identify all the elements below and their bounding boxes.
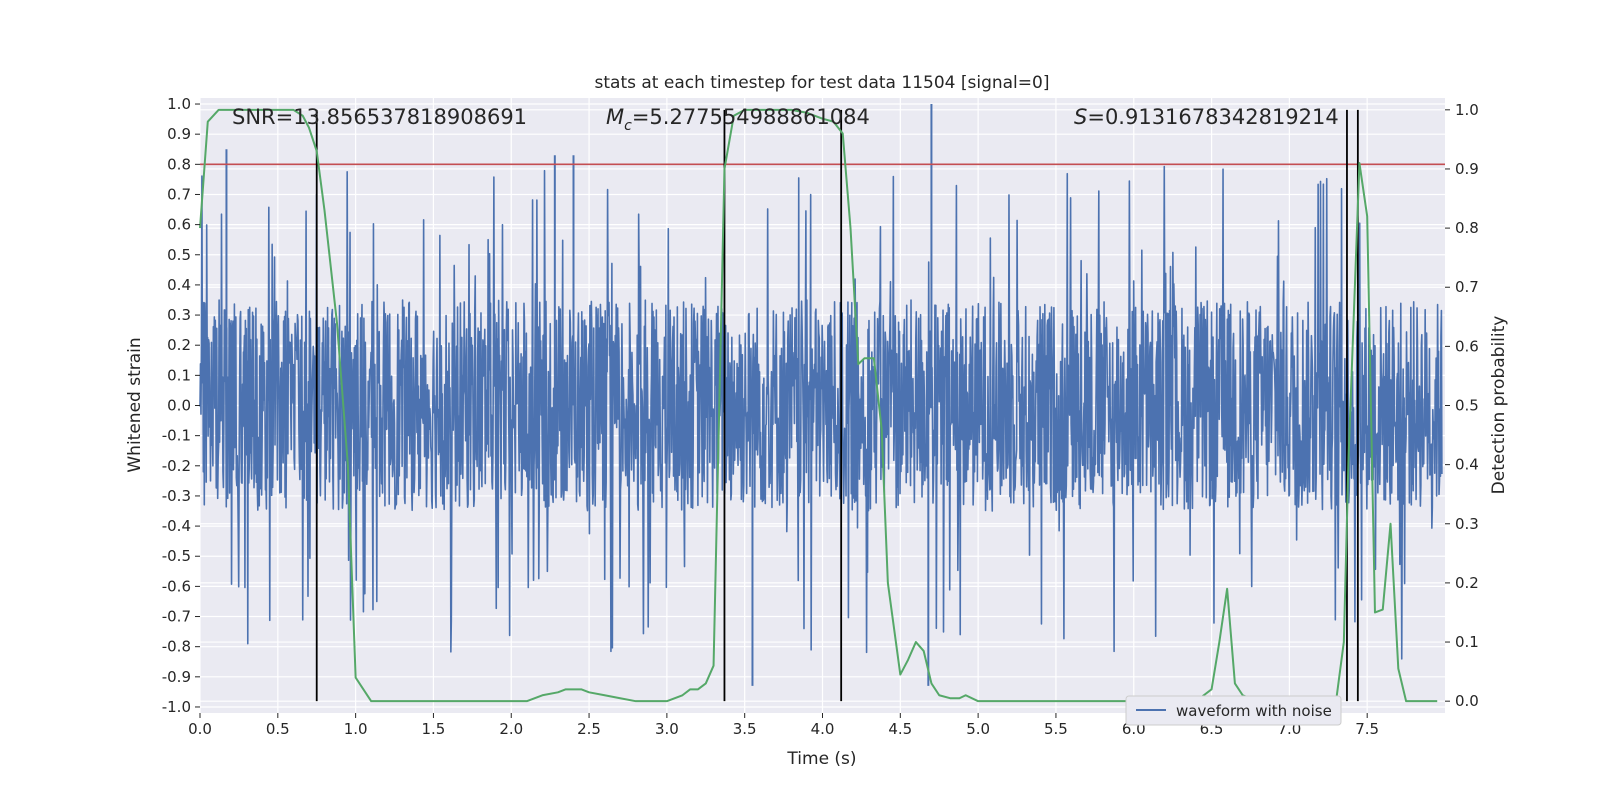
y-tick-label: -0.7: [162, 608, 191, 626]
y-tick-label: -0.4: [162, 517, 191, 535]
y2-tick-label: 0.5: [1455, 397, 1479, 415]
mc-subscript: c: [624, 118, 632, 134]
y2-tick-label: 0.9: [1455, 160, 1479, 178]
y-tick-label: 0.7: [167, 185, 191, 203]
tick-labels: 0.0 0.5 1.0 1.5 2.0 2.5 3.0 3.5 4.0 4.5 5.0 5.5 6.0 6…: [162, 95, 1479, 738]
y-tick-label: 0.9: [167, 125, 191, 143]
x-tick-label: 1.0: [344, 720, 368, 738]
x-tick-label: 2.0: [499, 720, 523, 738]
y-tick-label: -0.1: [162, 427, 191, 445]
x-tick-label: 7.5: [1355, 720, 1379, 738]
x-tick-label: 2.5: [577, 720, 601, 738]
x-tick-label: 0.5: [266, 720, 290, 738]
y-tick-label: 0.1: [167, 366, 191, 384]
legend: waveform with noise: [1125, 695, 1342, 726]
y-tick-label: -0.3: [162, 487, 191, 505]
x-tick-label: 5.0: [966, 720, 990, 738]
y-tick-label: -1.0: [162, 698, 191, 716]
waveform-with-noise-series: [199, 104, 1443, 686]
snr-annotation: SNR=13.856537818908691: [232, 105, 527, 129]
chart-title: stats at each timestep for test data 115…: [595, 73, 1050, 93]
legend-box: [1125, 695, 1342, 726]
x-tick-label: 5.5: [1044, 720, 1068, 738]
s-value: =0.9131678342819214: [1087, 105, 1338, 129]
x-tick-label: 4.0: [811, 720, 835, 738]
mc-annotation: Mc=5.277554988861084: [606, 105, 870, 134]
y-tick-label: -0.8: [162, 638, 191, 656]
mc-value: =5.277554988861084: [632, 105, 870, 129]
y2-tick-label: 0.6: [1455, 337, 1479, 355]
y-tick-label: -0.9: [162, 668, 191, 686]
y2-tick-label: 0.0: [1455, 692, 1479, 710]
y-axis-label: Whitened strain: [125, 337, 145, 472]
mc-symbol: M: [606, 105, 624, 129]
y2-tick-label: 0.2: [1455, 574, 1479, 592]
y-tick-label: -0.6: [162, 577, 191, 595]
y2-tick-label: 0.8: [1455, 219, 1479, 237]
y-tick-label: 0.3: [167, 306, 191, 324]
x-tick-label: 3.5: [733, 720, 757, 738]
legend-waveform-label: waveform with noise: [1176, 702, 1332, 720]
y2-tick-label: 0.1: [1455, 633, 1479, 651]
x-tick-label: 0.0: [188, 720, 212, 738]
x-tick-label: 4.5: [888, 720, 912, 738]
x-tick-label: 3.0: [655, 720, 679, 738]
x-tick-label: 1.5: [422, 720, 446, 738]
y2-axis-label: Detection probability: [1489, 316, 1509, 495]
y-tick-label: 0.4: [167, 276, 191, 294]
y2-tick-label: 0.4: [1455, 456, 1479, 474]
y2-tick-label: 1.0: [1455, 101, 1479, 119]
s-symbol: S: [1074, 105, 1087, 129]
y-tick-label: 0.0: [167, 397, 191, 415]
y-tick-label: -0.5: [162, 547, 191, 565]
y-tick-label: 0.2: [167, 336, 191, 354]
y-tick-label: 0.6: [167, 216, 191, 234]
x-axis-label: Time (s): [786, 749, 856, 769]
y-tick-label: 1.0: [167, 95, 191, 113]
waveform-line: [199, 165, 1443, 660]
s-annotation: S=0.9131678342819214: [1074, 105, 1339, 129]
y-tick-label: -0.2: [162, 457, 191, 475]
y2-tick-label: 0.7: [1455, 278, 1479, 296]
y2-tick-label: 0.3: [1455, 515, 1479, 533]
y-tick-label: 0.8: [167, 155, 191, 173]
y-tick-label: 0.5: [167, 246, 191, 264]
